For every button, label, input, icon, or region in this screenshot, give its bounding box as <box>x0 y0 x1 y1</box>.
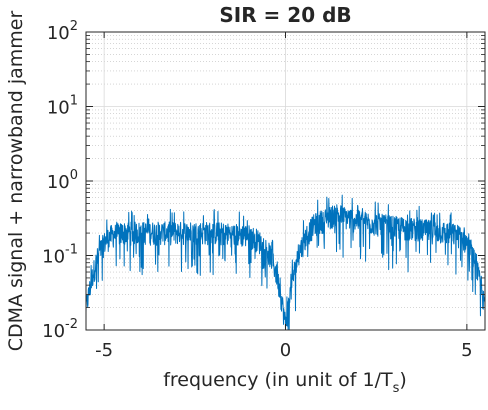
y-tick-label: 10-1 <box>42 243 78 268</box>
y-tick-label-base: 10 <box>42 321 65 342</box>
x-axis-label-subscript: s <box>393 381 400 396</box>
chart-title: SIR = 20 dB <box>219 3 351 27</box>
y-tick-label-base: 10 <box>47 172 70 193</box>
x-tick-label: 5 <box>461 340 472 361</box>
x-ticks: -5 0 5 <box>95 32 473 361</box>
x-tick-label: 0 <box>280 340 291 361</box>
y-tick-label: 100 <box>47 168 78 193</box>
y-tick-label: 101 <box>47 94 78 119</box>
y-tick-label-exponent: 0 <box>70 168 78 183</box>
y-tick-label: 10-2 <box>42 317 78 342</box>
y-tick-label-exponent: 2 <box>70 19 78 34</box>
y-tick-label-base: 10 <box>47 98 70 119</box>
minor-grid <box>86 35 485 308</box>
x-axis-label-main: frequency (in unit of 1/T <box>163 369 393 391</box>
y-tick-label-base: 10 <box>42 247 65 268</box>
y-tick-label: 102 <box>47 19 78 44</box>
y-tick-label-exponent: -1 <box>65 243 78 258</box>
x-axis-label: frequency (in unit of 1/Ts) <box>163 369 407 396</box>
x-tick-label: -5 <box>95 340 113 361</box>
x-axis-label-close: ) <box>399 369 406 391</box>
y-axis-label: CDMA signal + narrowband jammer <box>5 11 27 352</box>
y-tick-label-exponent: -2 <box>65 317 78 332</box>
y-tick-label-exponent: 1 <box>70 94 78 109</box>
y-tick-label-base: 10 <box>47 23 70 44</box>
